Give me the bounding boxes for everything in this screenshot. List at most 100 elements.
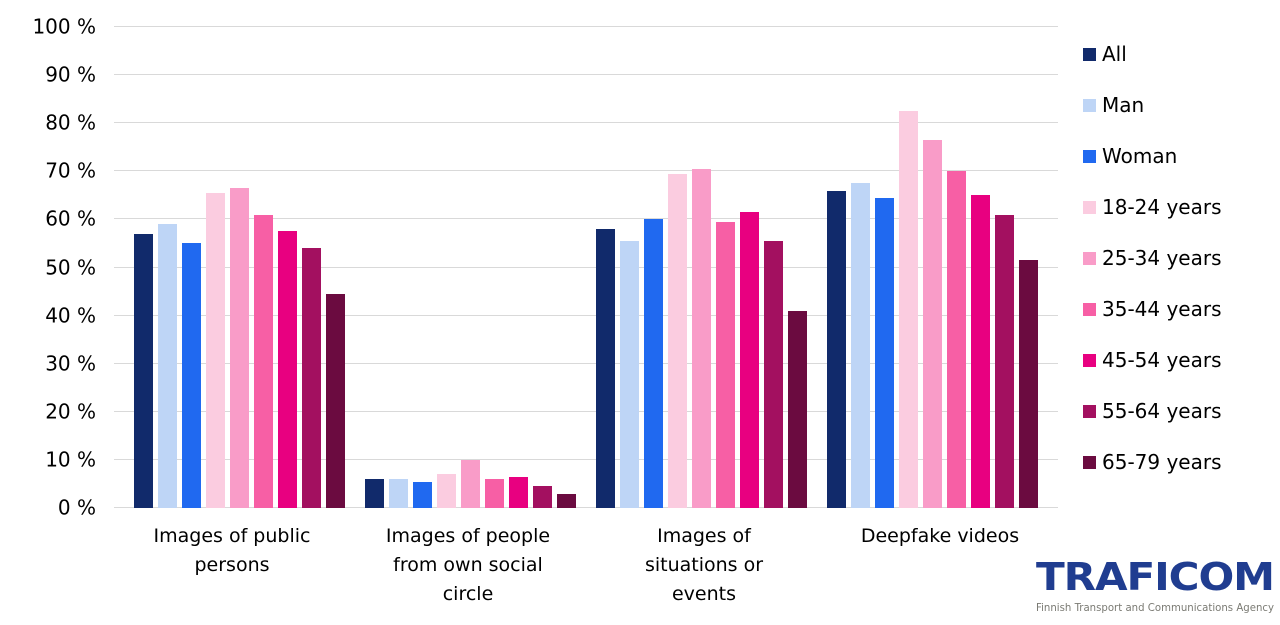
bar-55-64-years (302, 248, 321, 508)
bar-man (158, 224, 177, 508)
bar-group (355, 27, 586, 508)
legend-item: 18-24 years (1083, 194, 1222, 220)
bar-all (827, 190, 846, 508)
bar-45-54-years (509, 476, 528, 508)
logo-tagline-text: Finnish Transport and Communications Age… (1036, 601, 1274, 614)
bar-35-44-years (947, 171, 966, 508)
y-tick-label: 0 % (57, 495, 96, 520)
legend: All Man Woman 18-24 years 25-34 years 35-44 y… (1083, 41, 1222, 475)
bar-45-54-years (740, 212, 759, 508)
bar-all (134, 233, 153, 508)
bar-18-24-years (668, 173, 687, 508)
y-tick-label: 40 % (45, 303, 96, 328)
gridline (114, 122, 1058, 124)
bar-groups (124, 27, 1048, 508)
bar-25-34-years (230, 188, 249, 508)
legend-swatch (1083, 47, 1096, 61)
legend-label: 25-34 years (1102, 246, 1222, 270)
gridline (114, 362, 1058, 364)
gridline (114, 26, 1058, 27)
bar-all (365, 479, 384, 508)
bar-35-44-years (485, 479, 504, 508)
bar-55-64-years (764, 241, 783, 508)
bar-man (389, 479, 408, 508)
legend-swatch (1083, 302, 1096, 316)
y-axis: 100 % 90 % 80 % 70 % 60 % 50 % 40 % 30 % 20 % 10 … (0, 15, 96, 520)
gridline (114, 410, 1058, 412)
legend-item: Man (1083, 92, 1222, 118)
legend-item: 25-34 years (1083, 245, 1222, 271)
legend-swatch (1083, 455, 1096, 469)
bar-35-44-years (716, 221, 735, 508)
bar-group (586, 27, 817, 508)
bar-45-54-years (971, 195, 990, 508)
legend-swatch (1083, 404, 1096, 418)
traficom-logo: TRAFICOM Finnish Transport and Communica… (1024, 554, 1276, 620)
bar-55-64-years (533, 486, 552, 508)
bar-65-79-years (557, 493, 576, 508)
gridline (114, 458, 1058, 460)
bar-man (620, 241, 639, 508)
bar-65-79-years (788, 310, 807, 508)
gridline (114, 507, 1058, 508)
bar-woman (413, 481, 432, 508)
x-category-label: Images of situations or events (644, 525, 764, 605)
bar-group (817, 27, 1048, 508)
bar-18-24-years (437, 474, 456, 508)
legend-swatch (1083, 149, 1096, 163)
legend-item: Woman (1083, 143, 1222, 169)
plot-area (114, 26, 1058, 508)
legend-swatch (1083, 98, 1096, 112)
legend-label: 35-44 years (1102, 297, 1222, 321)
bar-45-54-years (278, 231, 297, 508)
y-tick-label: 80 % (45, 110, 96, 135)
bar-woman (182, 243, 201, 508)
x-category-label: Images of public persons (153, 525, 311, 576)
gridline (114, 218, 1058, 220)
bar-woman (644, 219, 663, 508)
bar-25-34-years (923, 140, 942, 508)
y-tick-label: 20 % (45, 399, 96, 424)
legend-item: 35-44 years (1083, 296, 1222, 322)
legend-swatch (1083, 200, 1096, 214)
bar-woman (875, 197, 894, 508)
bar-65-79-years (326, 293, 345, 508)
bar-18-24-years (899, 111, 918, 508)
bar-25-34-years (461, 459, 480, 508)
legend-item: 65-79 years (1083, 449, 1222, 475)
y-tick-label: 10 % (45, 447, 96, 472)
legend-label: Man (1102, 93, 1145, 117)
y-tick-label: 30 % (45, 351, 96, 376)
legend-swatch (1083, 353, 1096, 367)
bar-18-24-years (206, 192, 225, 508)
gridline (114, 74, 1058, 76)
legend-label: Woman (1102, 144, 1178, 168)
bar-55-64-years (995, 214, 1014, 508)
legend-item: 45-54 years (1083, 347, 1222, 373)
legend-item: All (1083, 41, 1222, 67)
x-axis: Images of public persons Images of people… (114, 522, 1058, 609)
legend-label: 65-79 years (1102, 450, 1222, 474)
logo-brand-text: TRAFICOM (1036, 555, 1274, 599)
y-tick-label: 90 % (45, 62, 96, 87)
y-tick-label: 60 % (45, 206, 96, 231)
y-tick-label: 100 % (32, 14, 96, 39)
gridline (114, 170, 1058, 172)
legend-label: All (1102, 42, 1127, 66)
legend-label: 18-24 years (1102, 195, 1222, 219)
bar-group (124, 27, 355, 508)
legend-label: 55-64 years (1102, 399, 1222, 423)
bar-25-34-years (692, 168, 711, 508)
bar-35-44-years (254, 214, 273, 508)
x-category-label: Deepfake videos (860, 525, 1020, 547)
bar-all (596, 229, 615, 508)
legend-swatch (1083, 251, 1096, 265)
bar-man (851, 183, 870, 508)
y-tick-label: 50 % (45, 255, 96, 280)
gridline (114, 266, 1058, 268)
y-tick-label: 70 % (45, 158, 96, 183)
legend-label: 45-54 years (1102, 348, 1222, 372)
bar-65-79-years (1019, 260, 1038, 508)
x-category-label: Images of people from own social circle (385, 525, 551, 605)
